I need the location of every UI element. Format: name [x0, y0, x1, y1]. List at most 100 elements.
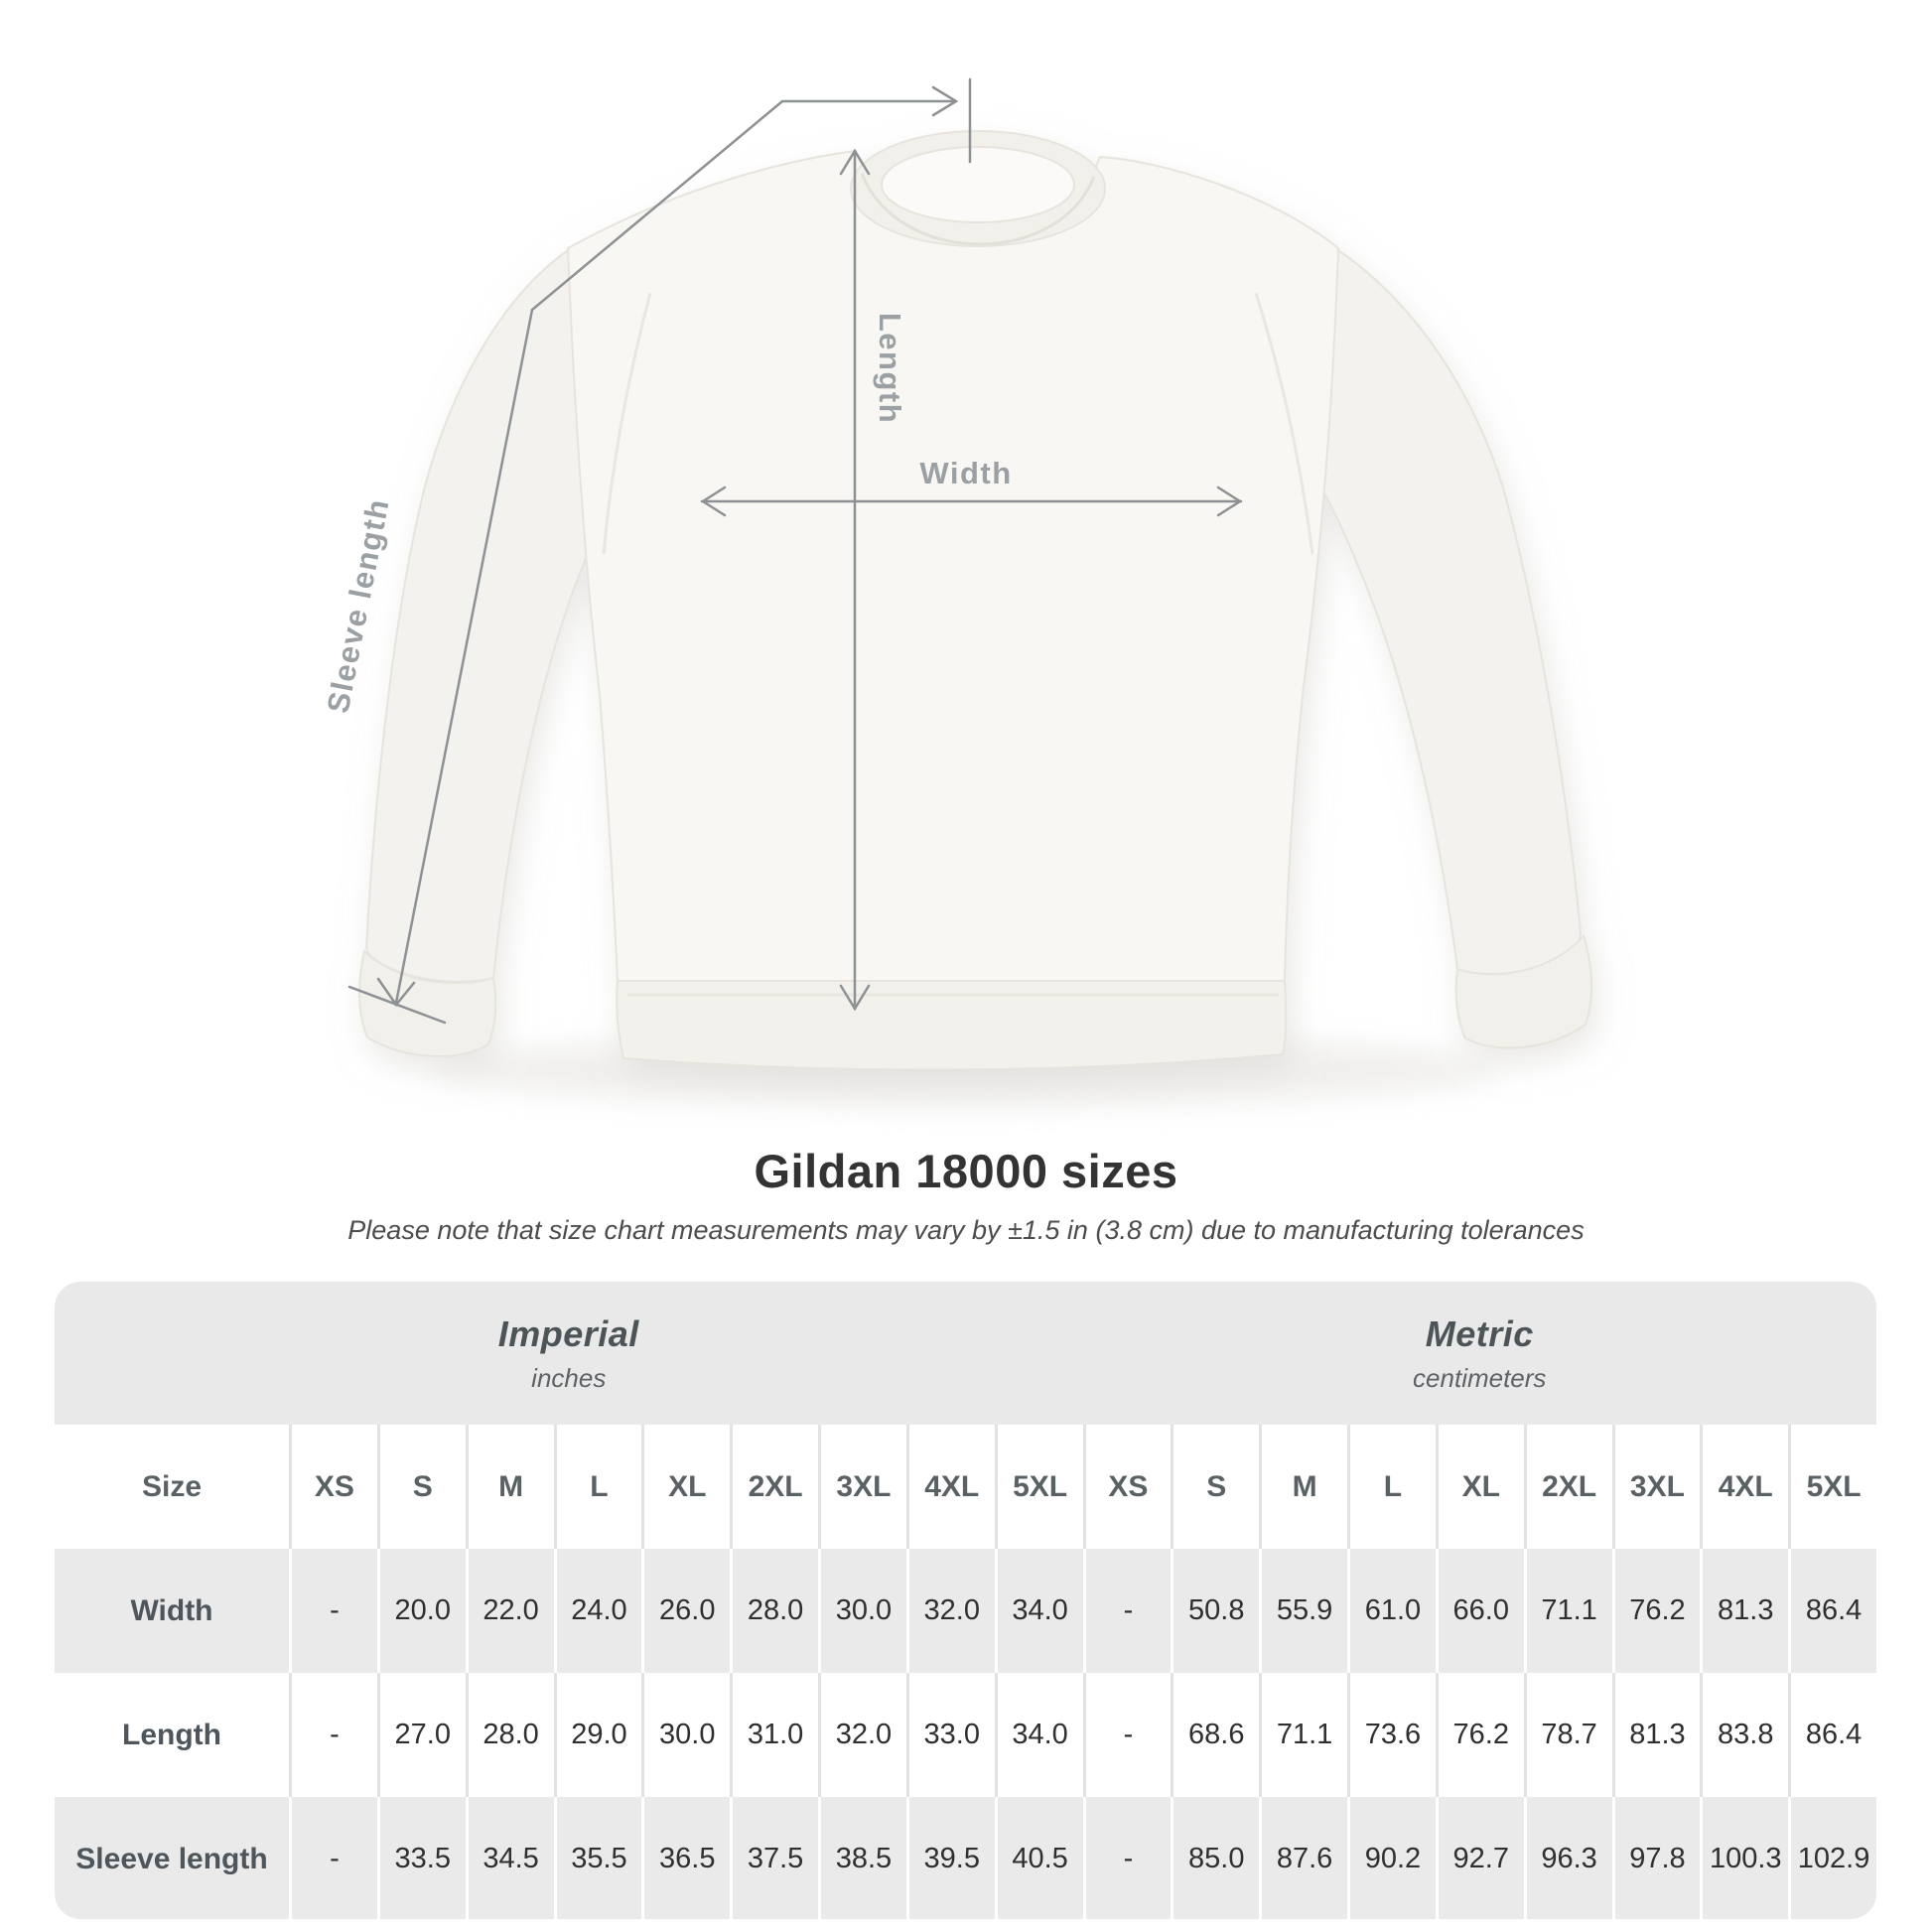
length-measure-label: Length	[873, 313, 907, 424]
width-arrowhead-right	[1216, 485, 1243, 517]
value-cell: 71.1	[1259, 1673, 1347, 1797]
value-cell: -	[289, 1673, 377, 1797]
value-cell: -	[1082, 1797, 1172, 1919]
sweatshirt-illustration: Length Width Sleeve length	[321, 77, 1593, 1106]
value-cell: 66.0	[1435, 1549, 1524, 1673]
value-cell: 87.6	[1259, 1797, 1347, 1919]
value-cell: 35.5	[553, 1797, 642, 1919]
value-cell: 29.0	[553, 1673, 642, 1797]
value-cell: 32.0	[905, 1549, 995, 1673]
size-col-imperial-5xl: 5XL	[994, 1425, 1083, 1549]
value-cell: 28.0	[465, 1673, 554, 1797]
sleeve-arrowhead-right	[931, 85, 959, 117]
page-title: Gildan 18000 sizes	[754, 1145, 1178, 1197]
row-label: Length	[122, 1718, 221, 1751]
value-cell: 36.5	[641, 1797, 730, 1919]
row-label: Width	[130, 1593, 213, 1627]
value-cell: 34.0	[994, 1549, 1083, 1673]
value-cell: 31.0	[730, 1673, 818, 1797]
value-cell: 73.6	[1347, 1673, 1436, 1797]
value-cell: 85.0	[1171, 1797, 1259, 1919]
size-col-metric-xs: XS	[1082, 1425, 1172, 1549]
size-chart-table: Imperial inches Metric centimeters Size …	[55, 1282, 1876, 1919]
size-col-imperial-xl: XL	[641, 1425, 730, 1549]
width-arrowhead-left	[700, 485, 727, 517]
size-col-imperial-m: M	[465, 1425, 554, 1549]
value-cell: 97.8	[1611, 1797, 1701, 1919]
size-header-cell: Size	[141, 1469, 203, 1503]
value-cell: 76.2	[1435, 1673, 1524, 1797]
size-col-metric-m: M	[1259, 1425, 1347, 1549]
value-cell: 30.0	[818, 1549, 906, 1673]
size-col-metric-2xl: 2XL	[1523, 1425, 1612, 1549]
torso	[566, 149, 1340, 982]
value-cell: -	[1082, 1673, 1172, 1797]
value-cell: 26.0	[641, 1549, 730, 1673]
size-col-imperial-4xl: 4XL	[905, 1425, 995, 1549]
size-col-metric-4xl: 4XL	[1700, 1425, 1788, 1549]
value-cell: 32.0	[818, 1673, 906, 1797]
imperial-group-label: Imperial	[497, 1312, 639, 1354]
length-arrowhead-bottom	[839, 984, 871, 1012]
hem-band	[616, 980, 1288, 1071]
value-cell: 71.1	[1523, 1549, 1612, 1673]
value-cell: 68.6	[1171, 1673, 1259, 1797]
size-col-imperial-l: L	[553, 1425, 642, 1549]
size-col-imperial-xs: XS	[289, 1425, 377, 1549]
sweatshirt-measurement-diagram: Length Width Sleeve length	[321, 77, 1593, 1106]
value-cell: 28.0	[730, 1549, 818, 1673]
value-cell: 30.0	[641, 1673, 730, 1797]
metric-group-sublabel: centimeters	[1413, 1362, 1547, 1393]
right-armhole-seam	[1254, 292, 1314, 555]
metric-group-label: Metric	[1425, 1312, 1534, 1354]
value-cell: 55.9	[1259, 1549, 1347, 1673]
value-cell: 100.3	[1700, 1797, 1788, 1919]
value-cell: 102.9	[1788, 1797, 1876, 1919]
left-armhole-seam	[602, 292, 652, 555]
row-label: Sleeve length	[75, 1842, 268, 1875]
value-cell: 86.4	[1788, 1673, 1876, 1797]
value-cell: 37.5	[730, 1797, 818, 1919]
table-row-sleeve-length: Sleeve length - 33.5 34.5 35.5 36.5 37.5…	[55, 1797, 1876, 1919]
value-cell: 38.5	[818, 1797, 906, 1919]
value-cell: 81.3	[1700, 1549, 1788, 1673]
sleeve-measure-end-tick	[347, 985, 447, 1025]
metric-group-header: Metric centimeters	[1083, 1282, 1877, 1425]
imperial-group-sublabel: inches	[531, 1362, 607, 1393]
value-cell: 50.8	[1171, 1549, 1259, 1673]
value-cell: 24.0	[553, 1549, 642, 1673]
size-col-imperial-s: S	[376, 1425, 466, 1549]
value-cell: 86.4	[1788, 1549, 1876, 1673]
table-row-width: Width - 20.0 22.0 24.0 26.0 28.0 30.0 32…	[55, 1549, 1876, 1673]
length-arrowhead-top	[839, 148, 871, 176]
value-cell: -	[289, 1549, 377, 1673]
size-col-imperial-3xl: 3XL	[818, 1425, 906, 1549]
sweatshirt-body-group	[358, 130, 1593, 1071]
value-cell: 92.7	[1435, 1797, 1524, 1919]
size-col-metric-xl: XL	[1435, 1425, 1524, 1549]
sleeve-measure-line	[394, 99, 957, 1005]
right-cuff	[1454, 934, 1593, 1049]
value-cell: 78.7	[1523, 1673, 1612, 1797]
left-cuff	[358, 949, 497, 1058]
value-cell: -	[289, 1797, 377, 1919]
neckline-seam	[860, 173, 1096, 246]
table-row-length: Length - 27.0 28.0 29.0 30.0 31.0 32.0 3…	[55, 1673, 1876, 1797]
value-cell: 20.0	[376, 1549, 466, 1673]
value-cell: 22.0	[465, 1549, 554, 1673]
unit-group-header: Imperial inches Metric centimeters	[55, 1282, 1876, 1425]
size-col-metric-5xl: 5XL	[1788, 1425, 1876, 1549]
value-cell: 83.8	[1700, 1673, 1788, 1797]
size-col-metric-s: S	[1171, 1425, 1259, 1549]
value-cell: 39.5	[905, 1797, 995, 1919]
size-col-metric-l: L	[1347, 1425, 1436, 1549]
value-cell: 40.5	[994, 1797, 1083, 1919]
size-col-metric-3xl: 3XL	[1611, 1425, 1701, 1549]
tolerance-note: Please note that size chart measurements…	[347, 1215, 1585, 1245]
size-header-row: Size XS S M L XL 2XL 3XL 4XL 5XL XS S M …	[55, 1425, 1876, 1549]
value-cell: 90.2	[1347, 1797, 1436, 1919]
value-cell: 33.5	[376, 1797, 466, 1919]
value-cell: 61.0	[1347, 1549, 1436, 1673]
sleeve-measure-label: Sleeve length	[321, 495, 396, 716]
imperial-group-header: Imperial inches	[55, 1282, 1083, 1425]
